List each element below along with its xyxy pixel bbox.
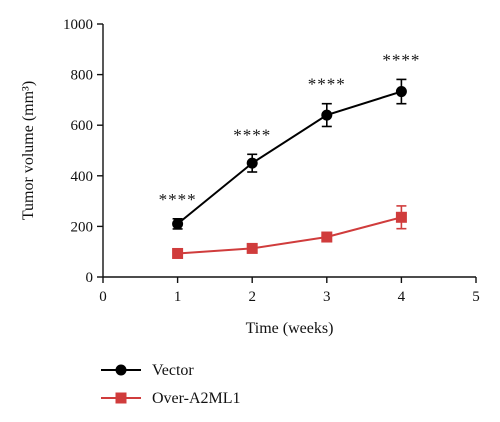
y-axis-title: Tumor volume (mm³) [20, 81, 37, 220]
legend-item-over-a2ml1: Over-A2ML1 [101, 390, 241, 407]
x-tick-label: 1 [174, 289, 182, 305]
significance-label: **** [233, 125, 271, 144]
y-tick-label: 1000 [63, 17, 93, 33]
x-tick-label: 3 [323, 289, 331, 305]
x-tick-label: 2 [248, 289, 256, 305]
data-point-over-a2ml1 [321, 231, 333, 243]
y-tick-label: 0 [86, 270, 94, 286]
series-line-over-a2ml1 [177, 216, 402, 255]
x-axis-title: Time (weeks) [246, 320, 334, 337]
data-point-over-a2ml1 [395, 211, 407, 223]
series-vector [172, 78, 407, 230]
significance-annotations: **** **** **** **** [159, 50, 420, 209]
significance-label: **** [159, 190, 197, 209]
legend-item-vector: Vector [101, 362, 194, 379]
data-series [172, 78, 407, 259]
y-tick-label: 600 [71, 118, 94, 134]
y-tick-label: 800 [71, 68, 94, 84]
y-tick-label: 200 [71, 219, 94, 235]
x-tick-label: 4 [398, 289, 406, 305]
data-point-over-a2ml1 [172, 247, 184, 259]
legend-label-over-a2ml1: Over-A2ML1 [152, 390, 241, 407]
legend: Vector Over-A2ML1 [101, 362, 241, 407]
significance-label: **** [308, 75, 346, 94]
legend-label-vector: Vector [152, 362, 194, 379]
series-over-a2ml1 [172, 205, 407, 259]
data-point-vector [321, 109, 333, 121]
data-point-vector [172, 218, 184, 230]
data-point-vector [395, 86, 407, 98]
y-tick-label: 400 [71, 169, 94, 185]
legend-marker-over-a2ml1 [115, 392, 127, 404]
x-tick-label: 0 [99, 289, 107, 305]
legend-marker-vector [115, 364, 127, 376]
data-point-over-a2ml1 [246, 242, 258, 254]
axes: 0 200 400 600 800 1000 0 1 2 3 4 5 [63, 17, 480, 305]
x-tick-label: 5 [472, 289, 480, 305]
significance-label: **** [382, 50, 420, 69]
series-line-vector [176, 90, 402, 225]
data-point-vector [246, 157, 258, 169]
